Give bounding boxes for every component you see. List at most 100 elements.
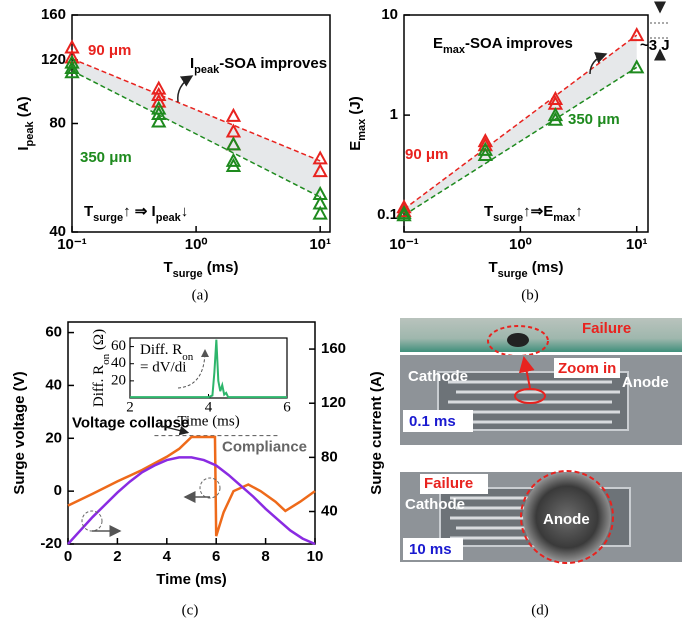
series-line xyxy=(67,456,316,546)
anode-label: Anode xyxy=(622,374,669,391)
text-part: I xyxy=(190,55,194,72)
y-tick-label: 120 xyxy=(41,51,66,68)
inset-frame xyxy=(129,337,288,399)
zoom-arrow xyxy=(518,356,535,389)
triangle-marker xyxy=(547,90,564,105)
y2-tick-label: 80 xyxy=(321,448,338,465)
time-box xyxy=(403,410,473,432)
series-label: 350 μm xyxy=(80,149,132,166)
triangle-marker xyxy=(547,107,564,122)
x-tick-label: 10¹ xyxy=(309,236,331,253)
plot-frame xyxy=(403,14,649,233)
text-part: (ms) xyxy=(203,259,239,276)
text-part: on xyxy=(182,351,194,363)
x-axis-label: Tsurge (ms) xyxy=(164,259,239,280)
triangle-marker xyxy=(477,141,494,156)
text-part: surge xyxy=(93,212,123,224)
x-tick-label: 0 xyxy=(64,548,72,565)
time-label: 0.1 ms xyxy=(409,413,456,430)
x-tick-label: 10¹ xyxy=(626,236,648,253)
text-part: max xyxy=(443,44,466,56)
annotation: Tsurge↑ ⇒ Ipeak↓ xyxy=(84,203,188,224)
failure-label: Failure xyxy=(582,320,631,337)
cathode-label: Cathode xyxy=(405,496,465,513)
triangle-marker xyxy=(225,107,242,122)
triangle-marker xyxy=(396,199,412,214)
caption: (c) xyxy=(182,602,199,618)
axis-hint xyxy=(199,477,221,499)
y-tick-label: 80 xyxy=(49,114,66,131)
y-tick-label: 40 xyxy=(49,223,66,240)
fit-line xyxy=(403,34,638,210)
zoom-label: Zoom in xyxy=(558,360,616,377)
text-part: (Ω) xyxy=(91,329,107,354)
fit-line xyxy=(403,66,638,216)
burn-area xyxy=(523,473,611,561)
text-part: ↑ ⇒ I xyxy=(123,203,156,220)
x-tick-label: 2 xyxy=(113,548,121,565)
triangle-marker xyxy=(547,111,564,126)
y2-tick-label: 40 xyxy=(321,502,338,519)
text-part: T xyxy=(84,203,93,220)
triangle-marker xyxy=(64,64,80,79)
text-part: E xyxy=(433,35,443,52)
failure-box xyxy=(420,474,488,494)
x-tick-label: 10⁰ xyxy=(509,236,532,253)
annotation: ~3 J xyxy=(640,37,670,54)
text-part: max xyxy=(553,212,576,224)
failure-ring xyxy=(520,470,614,564)
time-box xyxy=(403,538,463,560)
triangle-marker xyxy=(312,163,328,178)
triangle-marker xyxy=(151,105,167,121)
collapse-arrow xyxy=(159,425,190,436)
triangle-marker xyxy=(225,136,242,151)
y-tick-label: -20 xyxy=(40,535,62,552)
y-axis-label: Emax (J) xyxy=(347,96,368,151)
improve-arrow xyxy=(177,75,194,103)
y-axis-label: Surge voltage (V) xyxy=(11,371,28,494)
annotation: Emax-SOA improves xyxy=(433,35,573,56)
y-tick-label: 10 xyxy=(381,6,398,23)
series-label: 90 μm xyxy=(88,42,131,59)
y-tick-label: 160 xyxy=(41,6,66,23)
series-label: 90 μm xyxy=(405,146,448,163)
triangle-marker xyxy=(477,146,494,161)
text-part: on xyxy=(100,353,112,365)
x-axis-label: Tsurge (ms) xyxy=(489,259,564,280)
text-part: T xyxy=(164,259,173,276)
inset-x-tick-label: 2 xyxy=(126,399,134,415)
inset-y-label: Diff. Ron (Ω) xyxy=(91,329,111,407)
text-part: ↑⇒E xyxy=(523,203,553,220)
triangle-marker xyxy=(151,86,167,101)
inset-note: = dV/di xyxy=(140,359,186,375)
photo-panel: Failure Zoom in Cathode Anode 0.1 ms Fai… xyxy=(400,318,682,618)
fit-line xyxy=(71,70,321,198)
triangle-marker xyxy=(477,133,494,148)
inset-line xyxy=(130,339,287,399)
text-part: -SOA improves xyxy=(219,55,327,72)
y-axis-label: Ipeak (A) xyxy=(15,96,36,150)
x-tick-label: 10⁰ xyxy=(185,236,208,253)
inset-x-tick-label: 6 xyxy=(283,399,291,415)
inset-x-label: Time (ms) xyxy=(177,413,239,429)
improve-arrow xyxy=(589,52,608,75)
inset-y-tick-label: 20 xyxy=(111,372,126,388)
triangle-marker xyxy=(225,152,242,167)
compliance-label: Compliance xyxy=(222,439,307,456)
text-part: Diff. R xyxy=(91,365,107,407)
caption: (d) xyxy=(531,602,549,618)
caption: (b) xyxy=(521,287,539,303)
x-tick-label: 10 xyxy=(307,548,324,565)
text-part: ↓ xyxy=(181,203,189,220)
annotation: Ipeak-SOA improves xyxy=(190,55,327,76)
x-tick-label: 8 xyxy=(261,548,269,565)
fit-line xyxy=(71,58,321,162)
inset-arrow xyxy=(177,349,209,389)
text-part: E xyxy=(347,141,364,151)
y2-tick-label: 120 xyxy=(321,394,346,411)
x-axis-label: Time (ms) xyxy=(156,571,227,588)
inset-y-tick-label: 40 xyxy=(111,355,126,371)
y2-tick-label: 160 xyxy=(321,340,346,357)
y2-axis-label: Surge current (A) xyxy=(368,371,385,494)
